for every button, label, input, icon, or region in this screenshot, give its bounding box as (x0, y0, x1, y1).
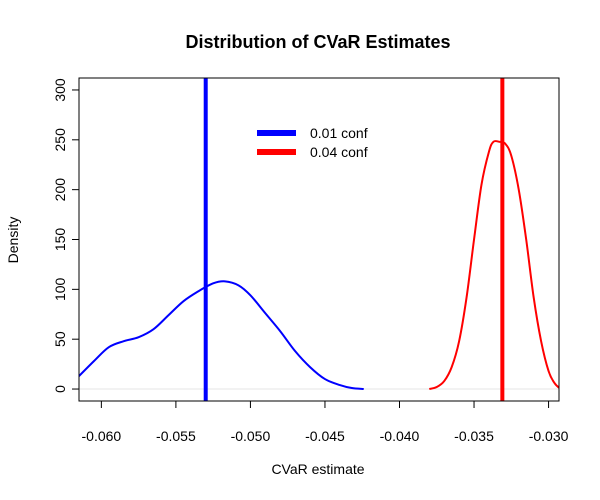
x-tick-label: -0.045 (305, 428, 345, 444)
density-curve-1 (79, 280, 364, 391)
x-tick-label: -0.055 (156, 428, 196, 444)
x-tick-label: -0.050 (231, 428, 271, 444)
chart-title: Distribution of CVaR Estimates (185, 32, 450, 52)
y-tick-label: 50 (52, 331, 68, 347)
legend-label-1: 0.01 conf (310, 125, 368, 141)
x-tick-label: -0.060 (82, 428, 122, 444)
y-tick-label: 300 (52, 78, 68, 102)
y-axis-label: Density (5, 217, 21, 264)
x-tick-label: -0.030 (529, 428, 569, 444)
x-axis-label: CVaR estimate (271, 461, 364, 477)
y-tick-label: 150 (52, 228, 68, 252)
y-tick-label: 0 (52, 385, 68, 393)
legend-label-2: 0.04 conf (310, 144, 368, 160)
y-tick-label: 250 (52, 128, 68, 152)
y-tick-label: 200 (52, 178, 68, 202)
y-axis: 0 50 100 150 200 250 300 (52, 78, 79, 393)
x-axis: -0.060 -0.055 -0.050 -0.045 -0.040 -0.035 -0.0… (82, 401, 569, 444)
x-tick-label: -0.035 (454, 428, 494, 444)
legend: 0.01 conf 0.04 conf (257, 125, 368, 160)
y-tick-label: 100 (52, 277, 68, 301)
density-curve-2 (429, 139, 559, 391)
plot-area (79, 78, 559, 401)
x-tick-label: -0.040 (380, 428, 420, 444)
